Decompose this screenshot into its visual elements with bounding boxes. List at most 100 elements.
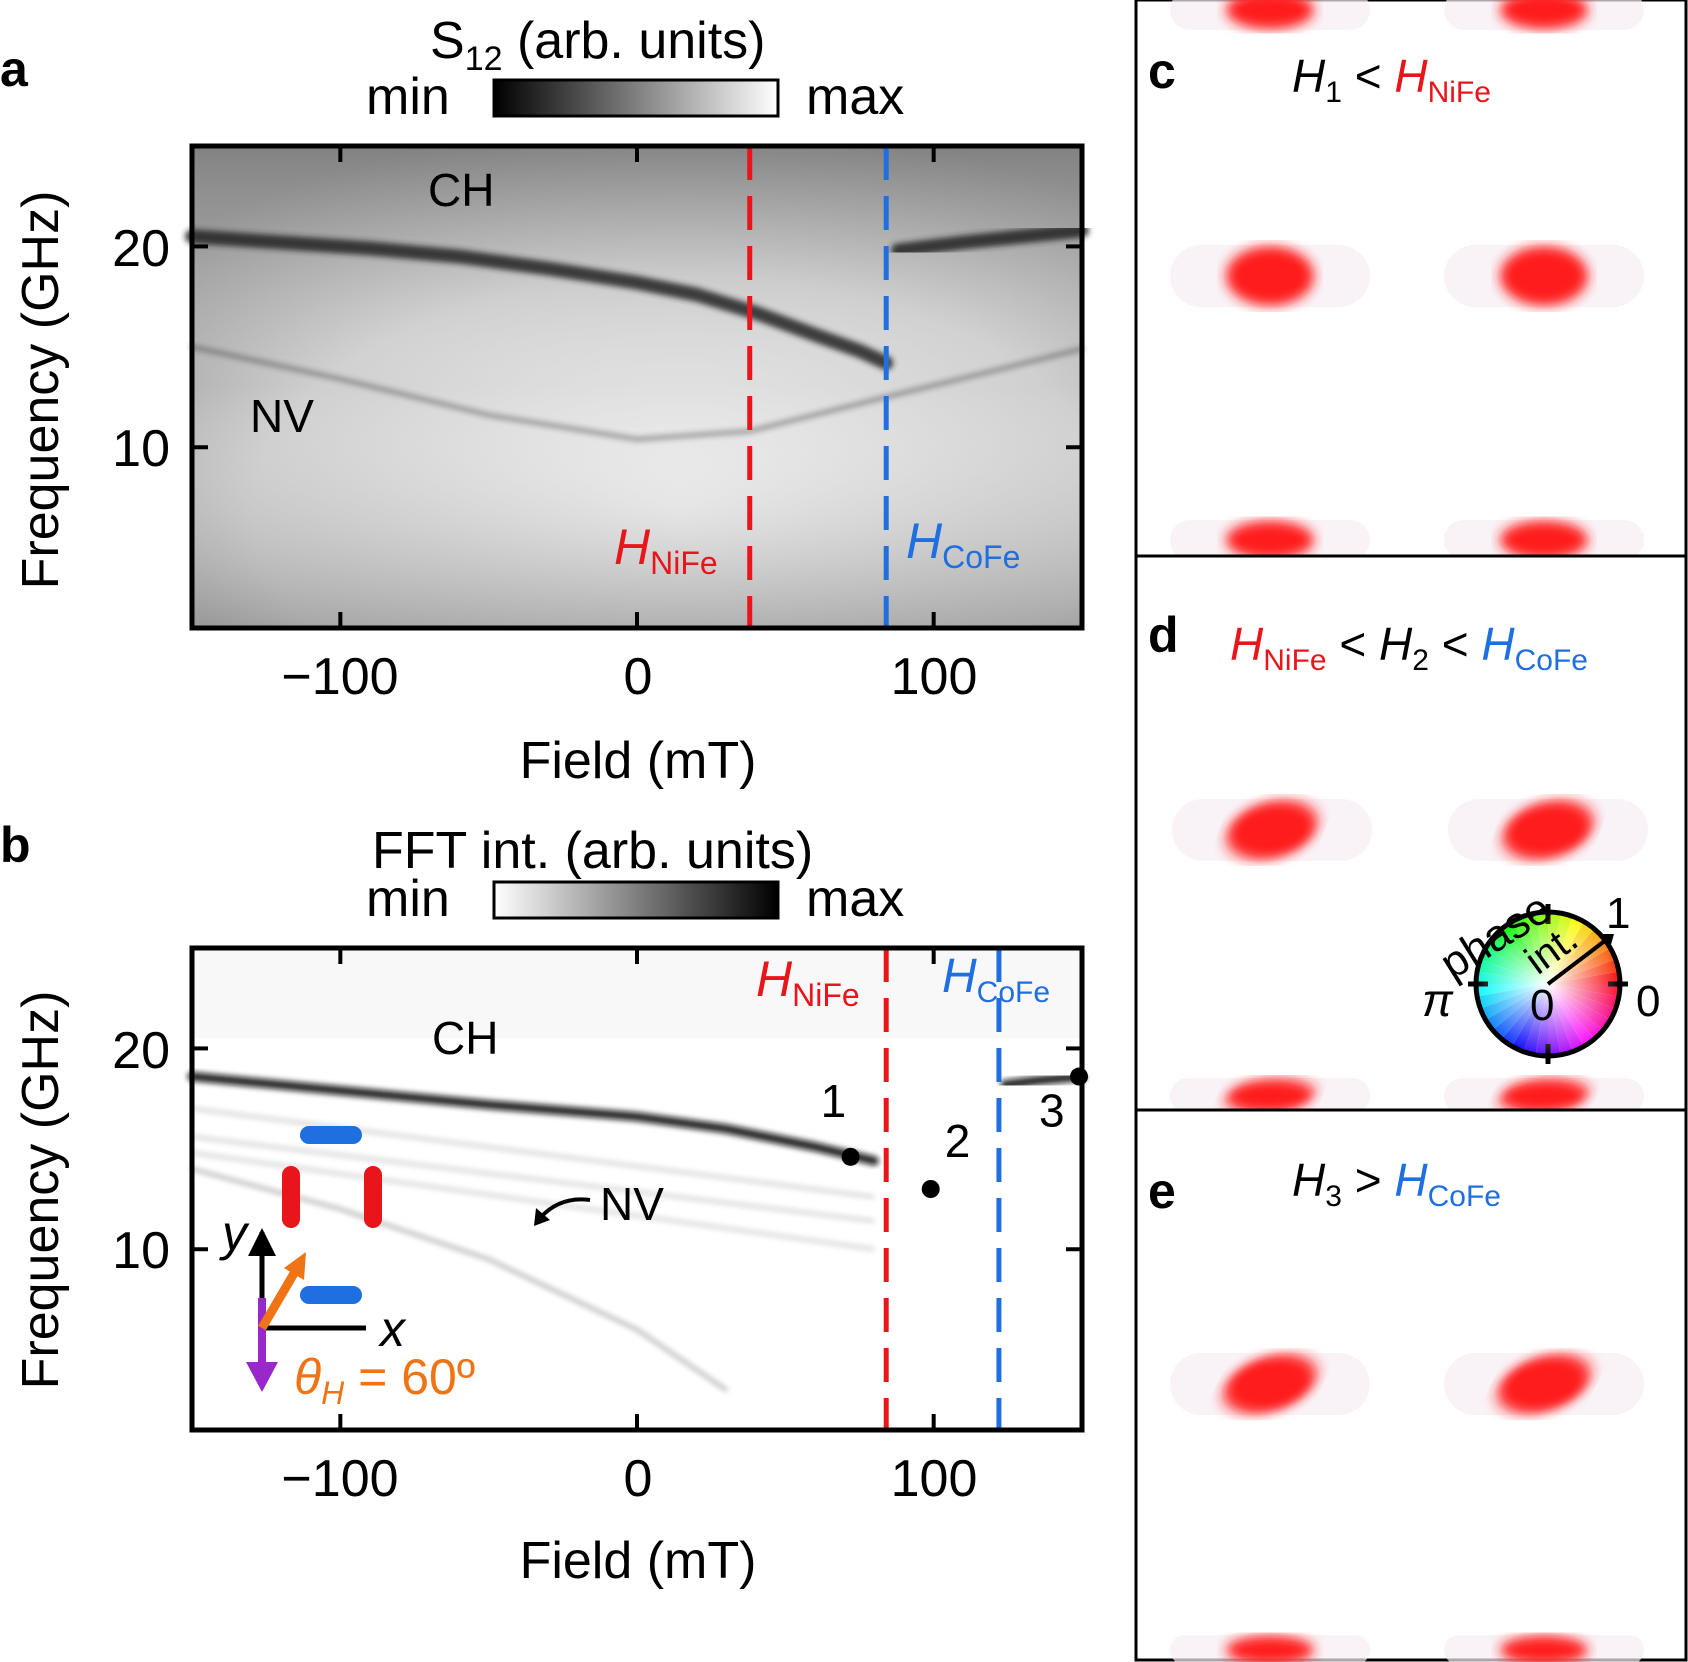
colorbar-b-min: min xyxy=(366,870,450,928)
marked-point-label-1: 1 xyxy=(821,1075,847,1127)
mode-band-b xyxy=(191,1151,875,1251)
inset-x-label: x xyxy=(378,1301,407,1357)
colorbar-a-min: min xyxy=(366,68,450,126)
xtick-a-minus100: −100 xyxy=(281,648,398,706)
inset-bar-bottom xyxy=(300,1286,362,1304)
colorbar-b-title: FFT int. (arb. units) xyxy=(372,822,813,880)
mode-band-b xyxy=(191,1107,875,1199)
colorbar-a-title: S12 (arb. units) xyxy=(430,12,766,78)
marked-point-label-2: 2 xyxy=(945,1115,971,1167)
mode-blob xyxy=(1444,1078,1644,1114)
ytick-b-10: 10 xyxy=(112,1222,170,1280)
panel-letter-c: c xyxy=(1148,43,1176,99)
panel-c: c H1 < HNiFe xyxy=(1134,0,1688,560)
mode-label-a-ch: CH xyxy=(428,164,494,216)
wheel-pi-label: π xyxy=(1422,974,1454,1026)
mode-blob xyxy=(1444,0,1644,30)
line-label-a-cofe: HCoFe xyxy=(906,513,1020,575)
mode-blob xyxy=(1170,1635,1370,1662)
phase-wheel-rim xyxy=(1473,909,1623,1059)
theta-arrow xyxy=(258,1267,300,1331)
mode-label-b-nv: NV xyxy=(600,1178,664,1230)
marked-point-2 xyxy=(921,1180,940,1198)
panel-e-condition: H3 > HCoFe xyxy=(1292,1154,1501,1213)
phase-wheel: phase int. 1 π 0 0 xyxy=(1422,884,1660,1064)
inset-geometry: y x θH = 60º xyxy=(219,1126,475,1411)
xtick-b-minus100: −100 xyxy=(281,1450,398,1508)
xlabel-b: Field (mT) xyxy=(520,1532,757,1590)
mode-curve-b-ch xyxy=(1000,1072,1087,1090)
mode-blob xyxy=(1170,245,1370,307)
panel-e: e H3 > HCoFe xyxy=(1134,1108,1688,1662)
line-label-a-nife: HNiFe xyxy=(614,519,718,581)
theta-arrow-head xyxy=(284,1252,306,1280)
inset-y-label: y xyxy=(219,1205,250,1261)
panel-letter-b: b xyxy=(0,817,31,873)
panel-d-condition: HNiFe < H2 < HCoFe xyxy=(1230,618,1588,677)
axes-b-ticks xyxy=(192,948,1082,1430)
xtick-b-0: 0 xyxy=(624,1450,653,1508)
colorbar-b-max: max xyxy=(806,870,904,928)
inset-y-arrowhead xyxy=(248,1228,276,1256)
mode-blob xyxy=(1444,245,1644,307)
panel-e-modes xyxy=(1170,1353,1644,1662)
xtick-a-100: 100 xyxy=(891,648,978,706)
mode-blob xyxy=(1444,1353,1644,1415)
int-arrow-head xyxy=(1600,934,1614,948)
mode-curve-b-ch xyxy=(187,1072,879,1166)
colorbar-a xyxy=(492,78,780,118)
ytick-a-20: 20 xyxy=(112,220,170,278)
xtick-b-100: 100 xyxy=(891,1450,978,1508)
wheel-one-label: 1 xyxy=(1606,889,1630,938)
mode-curve-a-ch xyxy=(185,229,894,370)
colorbar-b xyxy=(492,880,780,920)
mode-blob xyxy=(1170,520,1370,560)
axes-a-ticks xyxy=(192,146,1082,628)
ylabel-a: Frequency (GHz) xyxy=(12,191,70,590)
line-label-b-cofe: HCoFe xyxy=(942,950,1050,1009)
panel-letter-d: d xyxy=(1148,607,1179,663)
mode-blob xyxy=(1172,799,1372,861)
purple-arrow-head xyxy=(246,1362,278,1392)
inset-bar-right xyxy=(364,1166,382,1228)
xlabel-a: Field (mT) xyxy=(520,732,757,790)
marked-point-3 xyxy=(1070,1067,1089,1086)
panel-c-condition: H1 < HNiFe xyxy=(1292,50,1491,109)
inset-bar-left xyxy=(282,1166,300,1228)
heatmap-a-modes xyxy=(185,223,1089,442)
theta-label: θH = 60º xyxy=(294,1349,475,1411)
marked-point-1 xyxy=(841,1147,860,1166)
ylabel-b: Frequency (GHz) xyxy=(12,991,70,1390)
mode-label-a-nv: NV xyxy=(250,390,314,442)
mode-curve-a-ch xyxy=(891,223,1089,258)
int-arrow xyxy=(1546,938,1608,986)
mode-blob xyxy=(1444,520,1644,560)
ytick-b-20: 20 xyxy=(112,1022,170,1080)
panel-b: b FFT int. (arb. units) min max 1 2 3 −100… xyxy=(0,817,1089,1590)
ytick-a-10: 10 xyxy=(112,420,170,478)
mode-blob xyxy=(1444,1635,1644,1662)
marked-point-label-3: 3 xyxy=(1039,1085,1065,1137)
wheel-zero-center: 0 xyxy=(1530,981,1554,1030)
marked-points-b: 1 2 3 xyxy=(821,1067,1089,1198)
panel-d: d HNiFe < H2 < HCoFe phase int. 1 π 0 0 xyxy=(1134,554,1688,1114)
wheel-zero-right: 0 xyxy=(1636,977,1660,1026)
mode-blob xyxy=(1448,799,1648,861)
panel-c-modes xyxy=(1170,0,1644,560)
panel-letter-a: a xyxy=(0,41,29,97)
mode-blob xyxy=(1170,1078,1370,1114)
mode-curve-a-nv xyxy=(190,344,1084,442)
mode-blob xyxy=(1170,1353,1370,1415)
nv-arrow-head xyxy=(534,1208,550,1226)
panel-d-modes xyxy=(1170,799,1648,1114)
inset-bar-top xyxy=(300,1126,362,1144)
panel-a: a S12 (arb. units) min max −100 0 100 20… xyxy=(0,12,1089,790)
line-label-b-nife: HNiFe xyxy=(756,951,860,1013)
panel-letter-e: e xyxy=(1148,1163,1176,1219)
mode-band-b xyxy=(191,1135,875,1223)
xtick-a-0: 0 xyxy=(624,648,653,706)
colorbar-a-max: max xyxy=(806,68,904,126)
mode-blob xyxy=(1170,0,1370,30)
mode-label-b-ch: CH xyxy=(432,1012,498,1064)
